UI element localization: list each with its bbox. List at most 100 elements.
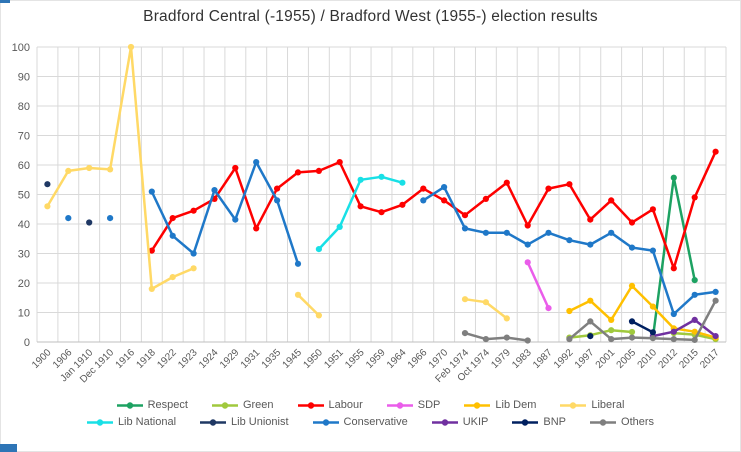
data-point-labour <box>461 212 469 219</box>
x-axis-label: 2001 <box>594 347 618 371</box>
legend-marker-ukip <box>431 418 458 426</box>
data-point-others <box>628 334 636 341</box>
legend-item-lib-unionist[interactable]: Lib Unionist <box>200 416 289 428</box>
data-point-conservative <box>274 197 281 204</box>
data-point-liberal <box>65 167 72 174</box>
data-point-respect <box>670 174 677 181</box>
data-point-conservative <box>482 229 489 236</box>
legend-item-sdp[interactable]: SDP <box>386 399 440 411</box>
data-point-liberal <box>315 312 322 319</box>
legend-label-green: Green <box>242 399 274 411</box>
data-point-lib-unionist <box>86 219 93 226</box>
series-line-others <box>463 299 717 342</box>
data-point-others <box>649 335 657 342</box>
legend-label-others: Others <box>621 416 655 428</box>
data-point-lib-dem <box>608 316 615 323</box>
x-axis-label: 1964 <box>385 347 409 371</box>
data-point-labour <box>608 197 615 204</box>
x-axis-label: 1916 <box>114 347 138 371</box>
x-axis-label: 1979 <box>489 347 513 371</box>
data-point-conservative <box>148 188 155 195</box>
data-point-conservative <box>712 288 719 295</box>
data-point-labour <box>587 216 594 223</box>
data-point-labour <box>274 185 281 192</box>
series-line-lib-dem <box>568 284 717 339</box>
data-point-labour <box>670 265 677 272</box>
y-axis-tick-label: 10 <box>18 308 30 320</box>
data-point-conservative <box>169 232 176 239</box>
legend-item-bnp[interactable]: BNP <box>512 416 566 428</box>
x-axis-label: 2005 <box>615 347 639 371</box>
legend-row-1: Respect Green Labour SDP Lib Dem Liberal <box>116 399 624 411</box>
y-axis-tick-label: 70 <box>18 131 30 143</box>
data-point-respect <box>691 277 698 284</box>
x-axis-label: 1924 <box>197 347 221 371</box>
data-point-conservative <box>190 250 197 257</box>
legend-marker-conservative <box>312 418 339 426</box>
chart-title: Bradford Central (-1955) / Bradford West… <box>143 8 598 25</box>
legend-label-lib-national: Lib National <box>117 416 177 428</box>
legend-item-green[interactable]: Green <box>211 399 274 411</box>
data-point-lib-unionist <box>44 181 51 188</box>
data-point-lib-dem <box>649 303 657 310</box>
legend-label-liberal: Liberal <box>591 399 625 411</box>
data-point-labour <box>399 201 406 208</box>
data-point-conservative <box>524 241 531 248</box>
data-point-labour <box>566 181 573 188</box>
series-line-lib-national <box>317 175 404 251</box>
data-point-lib-national <box>336 223 343 230</box>
legend-item-lib-national[interactable]: Lib National <box>86 416 177 428</box>
x-axis-label: 1992 <box>552 347 576 371</box>
x-axis-label: 2017 <box>698 347 722 371</box>
x-axis-label: 1923 <box>176 347 200 371</box>
data-point-ukip <box>691 316 698 323</box>
data-point-conservative <box>691 291 698 298</box>
data-point-others <box>566 336 573 343</box>
data-point-lib-dem <box>628 282 636 289</box>
y-axis-tick-label: 20 <box>18 278 30 290</box>
x-axis-label: 1966 <box>406 347 430 371</box>
y-axis-tick-label: 80 <box>18 101 30 113</box>
data-point-liberal <box>107 166 114 173</box>
data-point-sdp <box>545 305 552 312</box>
x-axis-label: 2012 <box>656 347 680 371</box>
data-point-liberal <box>86 164 93 172</box>
y-axis-tick-label: 90 <box>18 72 30 84</box>
data-point-conservative <box>503 229 510 236</box>
data-point-bnp <box>587 333 594 340</box>
series-line-bnp <box>630 320 655 334</box>
y-axis-tick-label: 0 <box>24 337 30 349</box>
legend-item-conservative[interactable]: Conservative <box>312 416 408 428</box>
legend-marker-others <box>590 418 617 426</box>
data-point-conservative <box>253 159 260 166</box>
data-point-conservative <box>566 237 573 244</box>
legend-item-labour[interactable]: Labour <box>297 399 363 411</box>
x-axis-label: 1935 <box>260 347 284 371</box>
data-point-liberal <box>44 203 51 210</box>
data-point-labour <box>524 222 531 229</box>
data-point-others <box>482 336 489 343</box>
data-point-sdp <box>524 259 531 266</box>
legend-item-ukip[interactable]: UKIP <box>431 416 488 428</box>
data-point-conservative <box>461 225 469 232</box>
x-axis-label: 1997 <box>573 347 597 371</box>
legend-item-respect[interactable]: Respect <box>116 399 188 411</box>
window-edge-fragment-top <box>0 0 10 3</box>
data-point-lib-national <box>399 179 406 186</box>
x-axis-label: 2015 <box>677 347 701 371</box>
data-point-others <box>608 336 615 343</box>
legend-item-others[interactable]: Others <box>590 416 654 428</box>
legend-marker-respect <box>116 401 143 409</box>
legend-label-respect: Respect <box>147 399 188 411</box>
data-point-others <box>670 336 677 343</box>
legend-item-liberal[interactable]: Liberal <box>560 399 624 411</box>
y-axis-tick-label: 30 <box>18 249 30 261</box>
data-point-labour <box>420 185 427 192</box>
legend-item-lib-dem[interactable]: Lib Dem <box>464 399 536 411</box>
data-point-liberal <box>503 315 510 322</box>
series-line-liberal <box>46 45 509 320</box>
data-point-liberal <box>127 43 135 51</box>
y-axis-tick-label: 40 <box>18 219 30 231</box>
data-point-conservative <box>65 215 72 222</box>
